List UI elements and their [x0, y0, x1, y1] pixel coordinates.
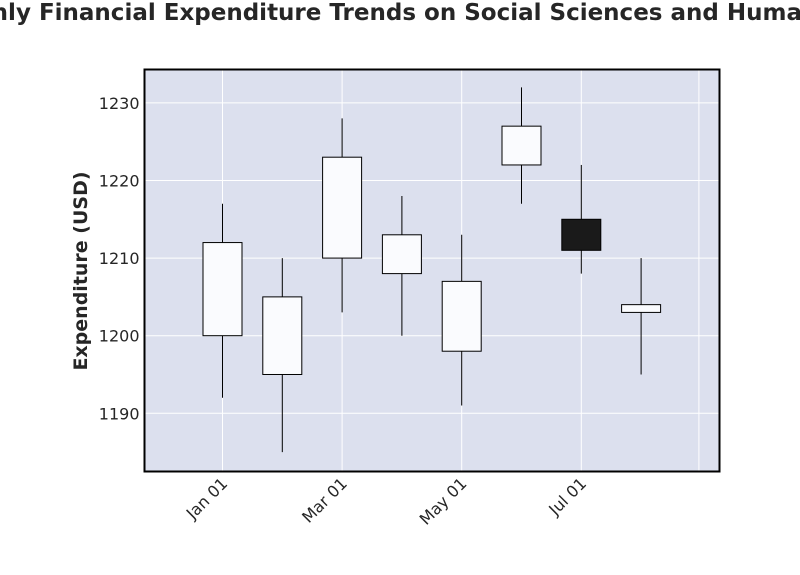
y-tick-label: 1230 — [99, 94, 140, 113]
candle-body — [561, 218, 602, 251]
candle-body — [621, 304, 662, 313]
x-tick-label: Jul 01 — [544, 474, 590, 520]
candle-body — [202, 242, 243, 337]
y-axis-ticks: 1190 1200 1210 1220 1230 — [99, 94, 140, 423]
candle — [381, 195, 422, 336]
y-tick-label: 1200 — [99, 327, 140, 346]
candle-body — [501, 125, 542, 166]
plot-frame — [143, 68, 721, 473]
candle — [561, 164, 602, 274]
x-tick-label: Jan 01 — [182, 474, 232, 524]
candle-body — [322, 156, 363, 259]
y-axis-label: Expenditure (USD) — [70, 171, 92, 370]
candle — [322, 118, 363, 313]
candle — [202, 203, 243, 398]
candle — [621, 258, 662, 375]
y-tick-label: 1210 — [99, 249, 140, 268]
candle-body — [262, 296, 303, 375]
candle-body — [441, 280, 482, 352]
x-tick-label: Mar 01 — [298, 474, 351, 527]
x-tick-label: May 01 — [416, 474, 471, 529]
y-tick-label: 1190 — [99, 404, 140, 423]
x-axis-ticks: Jan 01 Mar 01 May 01 Jul 01 — [182, 474, 590, 529]
chart-title: Monthly Financial Expenditure Trends on … — [0, 0, 800, 26]
candles — [202, 87, 662, 453]
candle — [441, 234, 482, 406]
candle — [262, 258, 303, 453]
y-tick-label: 1220 — [99, 171, 140, 190]
candle-body — [381, 234, 422, 275]
candle — [501, 87, 542, 204]
